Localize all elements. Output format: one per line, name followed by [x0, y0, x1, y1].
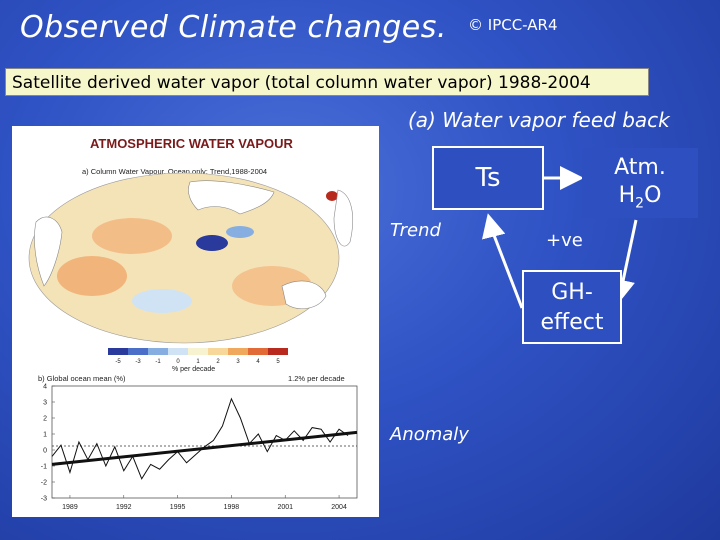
y-tick-label: 1: [43, 432, 47, 439]
colorbar: -5 -3 -1 0 1 2 3 4 5: [108, 348, 288, 365]
y-tick-label: -1: [41, 464, 47, 471]
colorbar-swatch: [228, 348, 248, 355]
map-warm-region: [57, 256, 127, 296]
y-tick-label: -2: [41, 480, 47, 487]
atm-label: Atm.: [614, 155, 666, 180]
gh-effect-box: GH- effect: [522, 270, 622, 344]
anomaly-label: Anomaly: [390, 424, 469, 445]
ts-label: Ts: [475, 163, 501, 193]
colorbar-tick-label: 1: [196, 359, 200, 365]
map-caption: a) Column Water Vapour, Ocean only: Tren…: [82, 167, 267, 176]
colorbar-swatch: [148, 348, 168, 355]
positive-label: +ve: [546, 230, 583, 251]
arrow-h2o-to-gh: [611, 219, 638, 304]
atm-h2o-box: Atm. H2O: [582, 148, 698, 218]
colorbar-swatch: [168, 348, 188, 355]
trend-label: Trend: [390, 220, 441, 241]
colorbar-tick-label: -5: [115, 359, 121, 365]
colorbar-tick-label: 0: [176, 359, 180, 365]
trend-note: 1.2% per decade: [288, 374, 345, 383]
map-cool-region: [226, 226, 254, 238]
figure-heading: ATMOSPHERIC WATER VAPOUR: [90, 136, 294, 151]
map-warm-region: [92, 218, 172, 254]
map-cool-region: [132, 289, 192, 313]
plot-frame: [51, 385, 358, 499]
colorbar-tick-label: -3: [135, 359, 141, 365]
y-tick-label: 3: [43, 400, 47, 407]
x-tick-label: 1992: [116, 504, 132, 511]
gh-label: GH-: [551, 280, 593, 305]
figure-panel: ATMOSPHERIC WATER VAPOUR a) Column Water…: [12, 126, 379, 517]
figure-svg: ATMOSPHERIC WATER VAPOUR a) Column Water…: [28, 136, 358, 511]
y-axis: 4 3 2 1 0 -1 -2 -3: [41, 384, 55, 503]
colorbar-swatch: [248, 348, 268, 355]
x-tick-label: 2001: [277, 504, 293, 511]
map-land-australia: [281, 280, 327, 309]
x-tick-label: 1998: [224, 504, 240, 511]
subtitle-box: Satellite derived water vapor (total col…: [5, 68, 649, 96]
map-land-america: [333, 189, 353, 247]
colorbar-tick-label: 4: [256, 359, 260, 365]
y-tick-label: 4: [43, 384, 47, 391]
colorbar-tick-label: -1: [155, 359, 161, 365]
feedback-heading: (a) Water vapor feed back: [408, 108, 670, 132]
colorbar-tick-label: 3: [236, 359, 240, 365]
subtitle-text: Satellite derived water vapor (total col…: [12, 73, 591, 93]
series-caption: b) Global ocean mean (%): [38, 374, 126, 383]
colorbar-unit: % per decade: [172, 366, 215, 373]
slide-title: Observed Climate changes.: [20, 10, 447, 45]
arrow-gh-to-ts: [481, 213, 524, 309]
colorbar-tick-label: 2: [216, 359, 220, 365]
map-hot-spot: [326, 191, 338, 201]
x-tick-label: 2004: [331, 504, 347, 511]
colorbar-swatch: [268, 348, 288, 355]
y-tick-label: -3: [41, 496, 47, 503]
x-tick-label: 1995: [170, 504, 186, 511]
colorbar-swatch: [128, 348, 148, 355]
ipcc-credit: © IPCC-AR4: [468, 16, 558, 34]
trend-line: [51, 430, 358, 466]
y-tick-label: 2: [43, 416, 47, 423]
colorbar-tick-label: 5: [276, 359, 280, 365]
h2o-label: H2O: [618, 183, 662, 212]
effect-label: effect: [540, 310, 604, 335]
y-tick-label: 0: [43, 448, 47, 455]
x-axis: 1989 1992 1995 1998 2001 2004: [62, 495, 347, 511]
colorbar-swatch: [108, 348, 128, 355]
map-cold-spot: [196, 235, 228, 251]
map-land-asia: [188, 180, 275, 215]
ts-box: Ts: [432, 146, 544, 210]
colorbar-swatch: [188, 348, 208, 355]
map-land-africa: [34, 216, 63, 287]
world-map: [28, 172, 353, 344]
x-tick-label: 1989: [62, 504, 78, 511]
anomaly-series-line: [51, 397, 349, 480]
colorbar-swatch: [208, 348, 228, 355]
